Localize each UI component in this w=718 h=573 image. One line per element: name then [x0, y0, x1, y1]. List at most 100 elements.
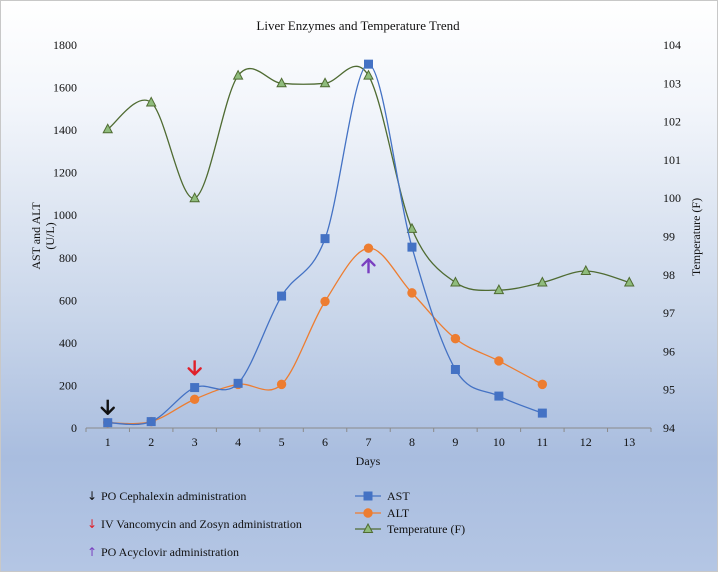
- annotation-arrow: [100, 399, 115, 415]
- x-axis-label: Days: [356, 454, 381, 468]
- y-left-tick-label: 1800: [53, 38, 77, 52]
- y-axis-left-label-line1: AST and ALT: [29, 202, 43, 270]
- y-right-tick-label: 102: [663, 115, 681, 129]
- annotation-note-arrow-icon: ↓: [87, 517, 98, 531]
- data-point: [145, 96, 157, 107]
- series-alt: [103, 243, 548, 428]
- data-point: [363, 69, 374, 80]
- x-tick-label: 5: [279, 435, 285, 449]
- data-point: [320, 234, 330, 244]
- data-point: [407, 242, 417, 252]
- data-point: [102, 123, 114, 134]
- data-point: [232, 69, 244, 80]
- annotation-arrow: [361, 258, 376, 274]
- data-point: [189, 394, 200, 404]
- x-tick-label: 2: [148, 435, 154, 449]
- series-legend: AST ALT Temperature (F): [355, 489, 465, 536]
- legend-label: AST: [387, 489, 410, 503]
- data-point: [320, 296, 330, 307]
- series-line: [107, 63, 543, 426]
- data-point: [276, 77, 287, 88]
- y-left-tick-label: 400: [59, 336, 77, 350]
- legend-label: Temperature (F): [387, 522, 465, 536]
- y-right-tick-label: 95: [663, 383, 675, 397]
- y-right-tick-label: 99: [663, 230, 675, 244]
- arrow-head: [187, 367, 202, 376]
- y-right-tick-label: 104: [663, 38, 681, 52]
- y-left-tick-label: 1400: [53, 123, 77, 137]
- x-tick-label: 4: [235, 435, 241, 449]
- y-right-tick-label: 98: [663, 268, 675, 282]
- data-point: [494, 391, 504, 401]
- y-axis-left-label-line2: (U/L): [43, 222, 57, 249]
- annotation-note: ↓ IV Vancomycin and Zosyn administration: [87, 517, 302, 532]
- data-point: [364, 59, 373, 69]
- data-point: [103, 418, 113, 428]
- data-point: [537, 276, 548, 287]
- x-tick-label: 8: [409, 435, 415, 449]
- annotation-note: ↓ PO Cephalexin administration: [87, 489, 246, 504]
- x-tick-label: 12: [580, 435, 592, 449]
- y-right-tick-label: 103: [663, 76, 681, 90]
- data-point: [537, 408, 547, 418]
- data-point: [190, 383, 200, 393]
- data-point: [146, 417, 156, 427]
- x-tick-label: 1: [105, 435, 111, 449]
- annotation-note-arrow-icon: ↑: [87, 545, 98, 559]
- legend-item: ALT: [355, 506, 410, 520]
- data-point: [450, 333, 461, 344]
- legend-marker: [363, 491, 373, 501]
- y-axis-left-label: AST and ALT(U/L): [29, 202, 57, 270]
- axes: 1 2 3 4 5 6 7 8 9 10 11 12 1302004006008001000120014…: [53, 38, 681, 449]
- x-tick-label: 10: [493, 435, 505, 449]
- legend-marker: [362, 522, 374, 533]
- series-line: [107, 247, 543, 425]
- x-tick-label: 7: [366, 435, 372, 449]
- series-layer: [102, 59, 635, 428]
- data-point: [406, 222, 418, 233]
- data-point: [494, 356, 504, 366]
- data-point: [493, 284, 505, 295]
- data-point: [363, 243, 374, 253]
- data-point: [189, 192, 200, 203]
- x-tick-label: 11: [537, 435, 549, 449]
- annotation-note-label: PO Acyclovir administration: [101, 545, 239, 559]
- y-right-tick-label: 101: [663, 153, 681, 167]
- y-left-tick-label: 200: [59, 378, 77, 392]
- legend-item: Temperature (F): [355, 522, 465, 536]
- legend-marker: [363, 508, 373, 518]
- y-left-tick-label: 800: [59, 251, 77, 265]
- series-line: [107, 65, 630, 292]
- arrow-head: [100, 406, 115, 415]
- x-tick-label: 3: [192, 435, 198, 449]
- y-right-tick-label: 96: [663, 344, 675, 358]
- y-axis-right-label: Temperature (F): [689, 198, 703, 276]
- series-temperature-f: [102, 65, 635, 295]
- x-tick-label: 6: [322, 435, 328, 449]
- y-right-tick-label: 94: [663, 421, 675, 435]
- x-tick-label: 9: [452, 435, 458, 449]
- y-right-tick-label: 97: [663, 306, 675, 320]
- data-point: [537, 379, 548, 390]
- y-left-tick-label: 1200: [53, 166, 77, 180]
- data-point: [319, 77, 331, 88]
- data-point: [277, 291, 287, 301]
- legend-label: ALT: [387, 506, 410, 520]
- legend-item: AST: [355, 489, 410, 503]
- y-left-tick-label: 0: [71, 421, 77, 435]
- data-point: [623, 276, 635, 287]
- annotation-note-arrow-icon: ↓: [87, 489, 98, 503]
- annotation-note-label: PO Cephalexin administration: [101, 489, 247, 503]
- data-point: [580, 264, 592, 275]
- data-point: [233, 378, 243, 388]
- annotation-layer: [100, 258, 376, 415]
- y-right-tick-label: 100: [663, 191, 681, 205]
- y-left-tick-label: 1000: [53, 208, 77, 222]
- data-point: [276, 379, 287, 390]
- annotation-note-label: IV Vancomycin and Zosyn administration: [101, 517, 302, 531]
- x-tick-label: 13: [623, 435, 635, 449]
- data-point: [450, 364, 460, 374]
- annotation-arrow: [187, 360, 202, 376]
